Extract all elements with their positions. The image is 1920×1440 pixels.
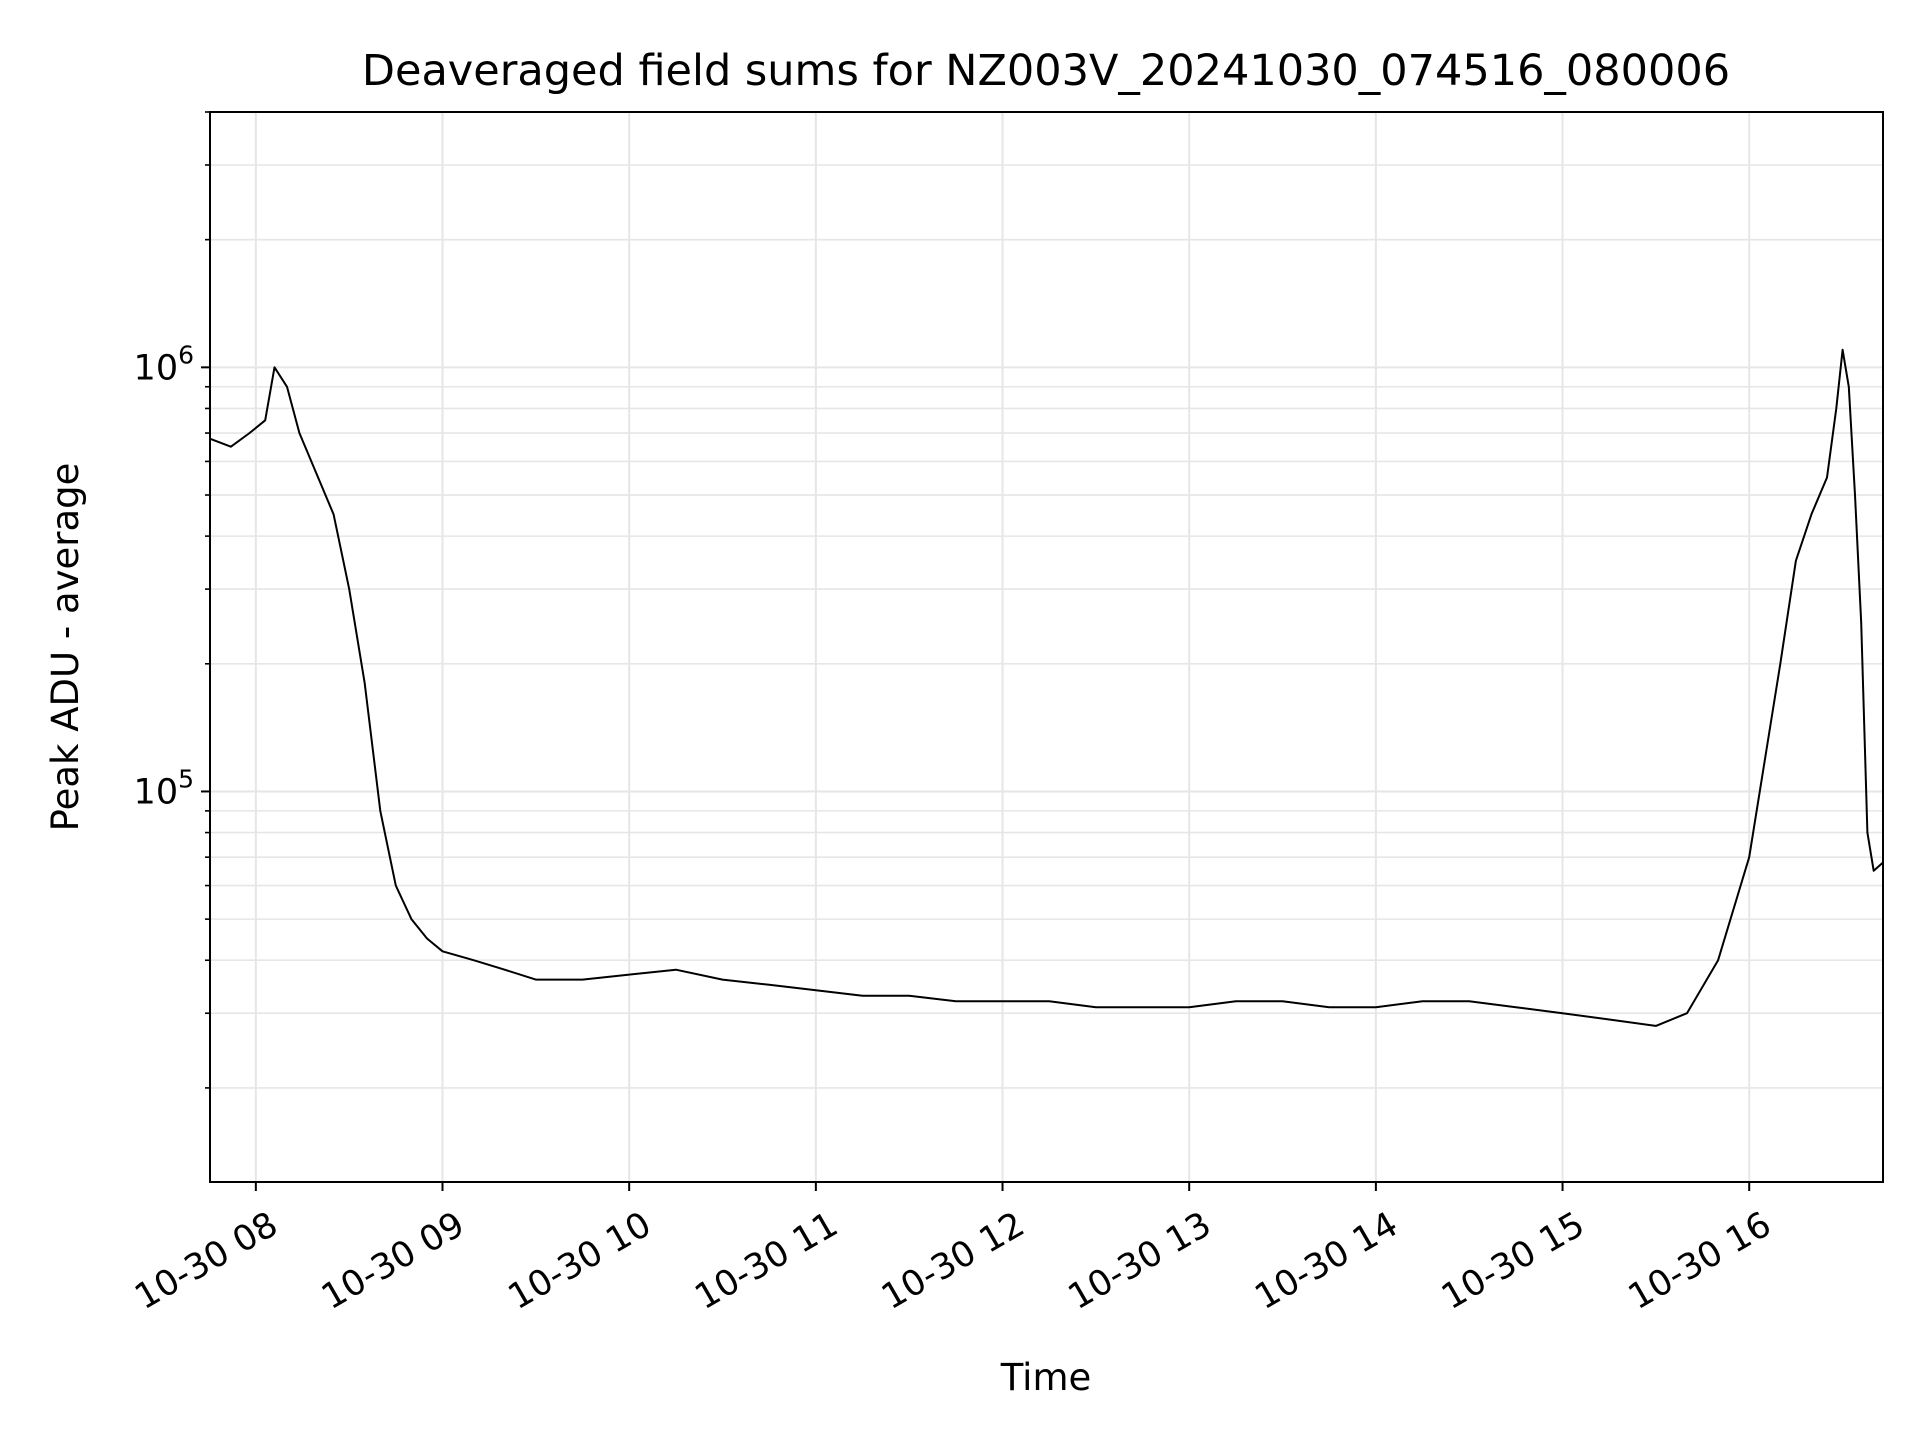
y-axis-label: Peak ADU - average <box>44 463 87 832</box>
grid <box>210 111 1883 1182</box>
y-axis: 105 106 <box>134 111 210 1089</box>
series-line <box>208 348 1884 1027</box>
y-tick-label-0: 105 <box>134 764 194 812</box>
plot-area <box>208 348 1884 1027</box>
y-tick-label-1: 106 <box>134 340 194 388</box>
chart-title: Deaveraged field sums for NZ003V_2024103… <box>362 46 1730 96</box>
plot-frame <box>209 111 1884 1183</box>
x-axis-label: Time <box>1000 1356 1092 1399</box>
